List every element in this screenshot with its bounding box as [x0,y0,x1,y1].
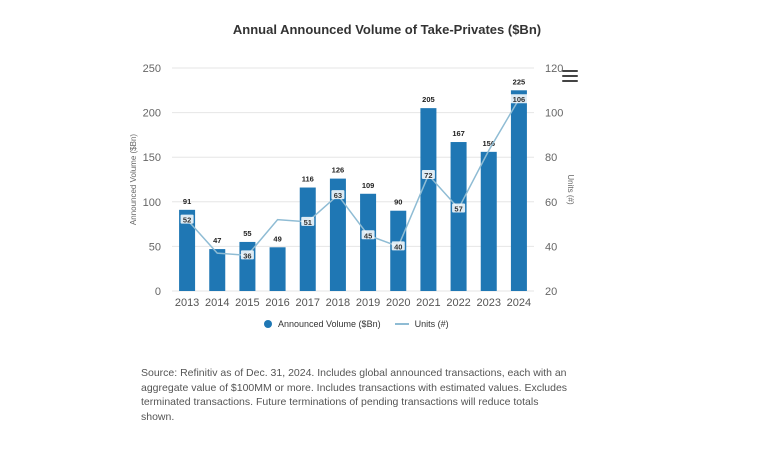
x-tick-label: 2013 [175,297,199,309]
x-tick-label: 2015 [235,297,259,309]
x-tick-label: 2021 [416,297,440,309]
units-value-label: 36 [243,251,251,260]
x-tick-label: 2014 [205,297,229,309]
y-tick-label: 50 [149,241,161,253]
bar [179,209,196,291]
bar-value-label: 49 [273,234,281,243]
units-label-bg [301,216,315,226]
x-tick-label: 2022 [446,297,470,309]
bar-value-label: 47 [213,236,221,245]
units-value-label: 52 [183,216,191,225]
units-label-bg [421,170,435,180]
bar [420,108,437,291]
y2-axis-label: Units (#) [566,174,575,205]
bar-value-label: 225 [513,77,526,86]
bar [209,249,226,291]
x-tick-label: 2017 [296,297,320,309]
units-label-bg [331,190,345,200]
legend-units-label: Units (#) [414,319,449,329]
bar [360,193,377,291]
x-tick-label: 2019 [356,297,380,309]
y2-tick-label: 120 [545,63,563,75]
legend-item-units[interactable]: Units (#) [394,319,449,329]
hamburger-menu-icon[interactable] [562,70,578,82]
bar-value-label: 90 [394,198,402,207]
bar [329,178,346,291]
bar-value-label: 116 [302,175,314,184]
units-value-label: 51 [304,218,312,227]
y-tick-label: 0 [155,286,161,298]
units-label-bg [180,214,194,224]
bar-value-label: 205 [422,95,435,104]
units-line [186,98,520,257]
y2-tick-label: 20 [545,286,557,298]
x-tick-label: 2016 [265,297,289,309]
bar [390,210,407,291]
x-tick-label: 2024 [507,297,531,309]
bar-value-label: 167 [452,129,465,138]
y-axis-label: Announced Volume ($Bn) [129,134,138,226]
y2-tick-label: 60 [545,197,557,209]
bar [450,142,467,291]
bar-value-label: 156 [482,139,495,148]
bar [269,247,286,291]
units-label-bg [361,230,375,240]
units-value-label: 40 [394,242,402,251]
y-tick-label: 250 [143,63,161,75]
units-value-label: 57 [454,204,462,213]
bar [510,90,527,291]
y-tick-label: 150 [143,152,161,164]
bar [480,151,497,291]
y2-tick-label: 40 [545,241,557,253]
units-label-bg [240,250,254,260]
source-note: Source: Refinitiv as of Dec. 31, 2024. I… [141,367,568,423]
y2-tick-label: 100 [545,108,563,120]
legend-units-marker [394,323,409,325]
y-tick-label: 100 [143,197,161,209]
units-value-label: 63 [334,191,342,200]
legend-volume-marker [264,320,272,328]
bar-value-label: 109 [362,181,375,190]
units-value-label: 106 [513,95,526,104]
chart-container: Annual Announced Volume of Take-Privates… [129,22,578,329]
y-tick-label: 200 [143,108,161,120]
bar-value-label: 126 [332,166,345,175]
y2-tick-label: 80 [545,152,557,164]
units-label-bg [509,94,528,104]
x-tick-label: 2023 [477,297,501,309]
legend: Announced Volume ($Bn) Units (#) [264,319,463,329]
units-value-label: 72 [424,171,432,180]
units-label-bg [452,203,466,213]
units-label-bg [391,241,405,251]
chart-svg: 0 50 100 150 200 250 20 40 60 80 100 120 Announced V… [129,63,575,309]
bar-value-label: 91 [183,197,191,206]
bar-value-label: 55 [243,229,251,238]
units-value-label: 45 [364,231,372,240]
legend-item-volume[interactable]: Announced Volume ($Bn) [264,319,381,329]
legend-volume-label: Announced Volume ($Bn) [278,319,381,329]
x-tick-label: 2018 [326,297,350,309]
chart-title: Annual Announced Volume of Take-Privates… [232,22,542,37]
x-tick-label: 2020 [386,297,410,309]
bar [299,187,316,291]
